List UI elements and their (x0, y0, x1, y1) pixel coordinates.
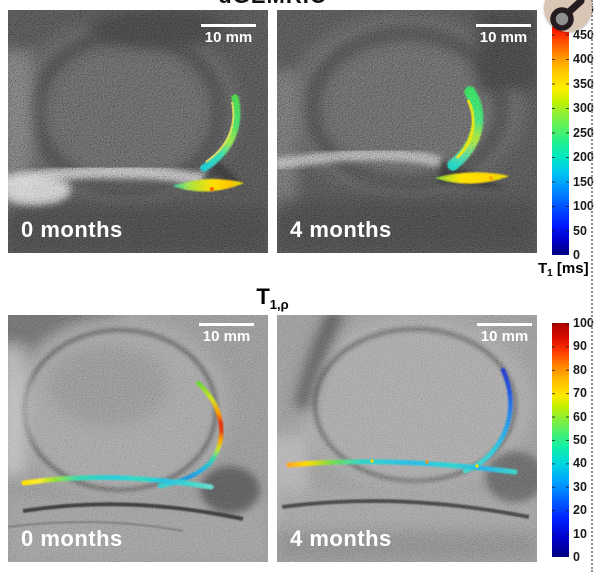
mri-image-t1rho-4months (277, 315, 537, 562)
colorbar-ticks-left (552, 10, 555, 255)
tick-label: 400 (573, 52, 594, 66)
tick-label: 0 (573, 248, 580, 262)
tick-label: 200 (573, 150, 594, 164)
time-label-0months: 0 months (21, 217, 123, 242)
scale-bar: 10 mm (199, 323, 254, 345)
unit-rest: [ms] (552, 260, 589, 277)
tick-label: 50 (573, 223, 587, 238)
scale-bar: 10 mm (477, 323, 532, 345)
tick-label: 0 (573, 549, 580, 564)
tick-label: 60 (573, 409, 587, 424)
time-label-0months: 0 months (21, 526, 123, 551)
mri-panel-t1rho-4months: 10 mm 4 months (277, 315, 537, 562)
tick-label: 10 (573, 526, 587, 541)
colorbar-ticks-left (552, 323, 555, 557)
colorbar-t1-unit-label: T1 [ms] (538, 260, 598, 279)
top-title-text: dGEMRIC (8, 0, 537, 7)
bottom-section-title: T1,ρ (8, 284, 537, 312)
zoom-badge-button[interactable] (544, 0, 592, 32)
tick-label: 150 (573, 174, 594, 189)
mri-panel-t1-0months: 10 mm 0 months (8, 10, 268, 253)
scale-bar-line (477, 323, 532, 326)
colorbar-ticks-right (566, 323, 569, 557)
tick-label: 20 (573, 503, 587, 518)
tick-label: 350 (573, 76, 594, 91)
time-label-4months: 4 months (290, 526, 392, 551)
colorbar-t1-labels: 500 450 400 350 300 250 200 150 100 50 0 (573, 4, 602, 262)
tick-label: 100 (573, 199, 594, 213)
scale-bar-label: 10 mm (204, 29, 253, 46)
tick-label: 40 (573, 456, 587, 471)
tick-label: 300 (573, 101, 594, 115)
scale-bar-label: 10 mm (202, 328, 251, 345)
tick-label: 30 (573, 479, 587, 494)
colorbar-t1rho (552, 323, 569, 557)
scale-bar: 10 mm (476, 24, 531, 46)
scale-bar-line (201, 24, 256, 27)
title-t: T (256, 284, 270, 309)
tick-label: 250 (573, 125, 594, 140)
scale-bar-label: 10 mm (480, 328, 529, 345)
scale-bar-line (199, 323, 254, 326)
scale-bar-line (476, 24, 531, 27)
tick-label: 50 (573, 432, 587, 447)
tick-label: 70 (573, 386, 587, 401)
time-label-4months: 4 months (290, 217, 392, 242)
mri-panel-t1rho-0months: 10 mm 0 months (8, 315, 268, 562)
tick-label: 100 (573, 316, 594, 330)
tick-label: 80 (573, 362, 587, 377)
colorbar-t1rho-labels: 100 90 80 70 60 50 40 30 20 10 0 (573, 317, 602, 563)
title-sub: 1,ρ (269, 297, 289, 312)
unit-sub: 1 (547, 268, 553, 279)
tick-label: 450 (573, 27, 594, 42)
unit-t: T (538, 260, 548, 277)
colorbar-ticks-right (566, 10, 569, 255)
mri-panel-t1-4months: 10 mm 4 months (277, 10, 537, 253)
tick-label: 90 (573, 339, 587, 354)
scale-bar-label: 10 mm (479, 29, 528, 46)
colorbar-t1 (552, 10, 569, 255)
mri-image-t1rho-0months (8, 315, 268, 562)
selection-border-right (589, 0, 593, 572)
magnifier-icon (550, 0, 585, 31)
scale-bar: 10 mm (201, 24, 256, 46)
top-title-clipped: dGEMRIC (8, 0, 537, 7)
